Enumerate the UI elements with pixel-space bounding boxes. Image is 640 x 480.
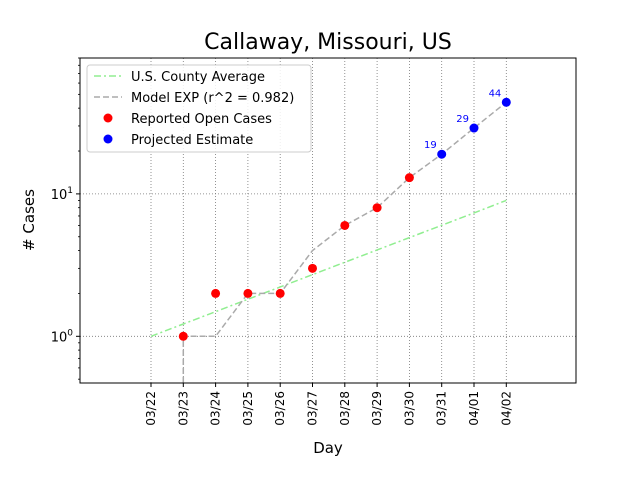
legend-box bbox=[86, 64, 312, 153]
x-tick-label: 03/29 bbox=[370, 391, 384, 426]
x-tick-label: 03/22 bbox=[144, 391, 158, 426]
series-line-1 bbox=[182, 101, 507, 383]
x-tick-label: 03/28 bbox=[338, 391, 352, 426]
data-point bbox=[243, 288, 253, 298]
legend-entry: U.S. County Average bbox=[131, 70, 265, 85]
x-tick-label: 03/27 bbox=[306, 391, 320, 426]
y-axis-label: # Cases bbox=[20, 189, 38, 251]
legend-entry: Projected Estimate bbox=[131, 133, 253, 148]
data-point bbox=[178, 331, 188, 341]
legend-swatch-marker bbox=[103, 113, 113, 123]
x-axis-ticks: 03/22 03/23 03/24 03/25 03/26 03/27 03/28 03/29… bbox=[144, 383, 513, 426]
markers-layer: 19 29 44 bbox=[178, 88, 511, 341]
x-axis-label: Day bbox=[313, 439, 343, 457]
chart-title: Callaway, Missouri, US bbox=[204, 30, 452, 55]
series-layer bbox=[150, 101, 507, 383]
data-point bbox=[437, 149, 447, 159]
data-point bbox=[275, 288, 285, 298]
x-tick-label: 04/01 bbox=[467, 391, 481, 426]
data-label: 44 bbox=[489, 88, 502, 99]
x-tick-label: 03/31 bbox=[435, 391, 449, 426]
x-tick-label: 03/30 bbox=[402, 391, 416, 426]
series-line-0 bbox=[150, 199, 507, 338]
legend-swatch-marker bbox=[103, 134, 113, 144]
x-tick-label: 03/26 bbox=[273, 391, 287, 426]
data-label: 19 bbox=[424, 140, 437, 151]
x-tick-label: 03/24 bbox=[209, 391, 223, 426]
data-point bbox=[372, 203, 382, 213]
x-tick-label: 04/02 bbox=[499, 391, 513, 426]
y-tick-label: 101 bbox=[51, 186, 73, 203]
data-point bbox=[340, 220, 350, 230]
y-axis-ticks: 100 101 bbox=[51, 57, 80, 380]
x-tick-label: 03/23 bbox=[176, 391, 190, 426]
legend-entry: Model EXP (r^2 = 0.982) bbox=[131, 91, 294, 106]
data-point bbox=[308, 263, 317, 273]
axes-border bbox=[79, 57, 577, 384]
data-point bbox=[469, 123, 479, 133]
y-tick-label: 100 bbox=[51, 328, 74, 345]
legend-entry: Reported Open Cases bbox=[131, 112, 272, 127]
data-label: 29 bbox=[456, 114, 469, 125]
legend: U.S. County Average Model EXP (r^2 = 0.98… bbox=[86, 64, 312, 153]
x-tick-label: 03/25 bbox=[241, 391, 255, 426]
data-point bbox=[211, 288, 221, 298]
data-point bbox=[404, 173, 414, 183]
data-point bbox=[501, 97, 511, 107]
